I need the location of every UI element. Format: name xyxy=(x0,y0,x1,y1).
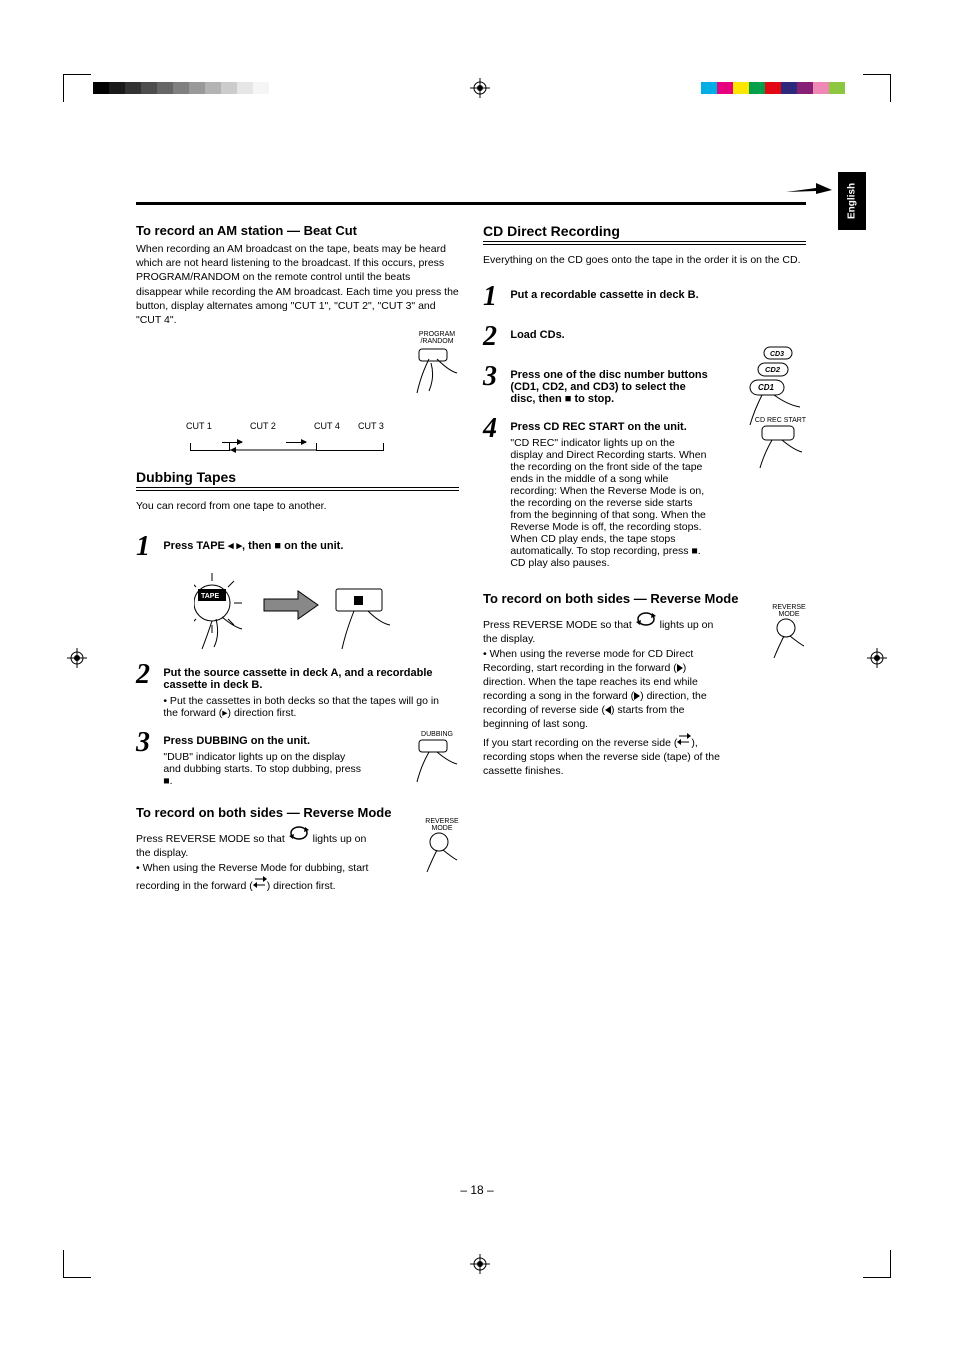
step-number: 3 xyxy=(483,361,507,393)
cd-rec-start-label: CD REC START xyxy=(755,417,806,424)
color-bar xyxy=(701,82,861,94)
grayscale-bar xyxy=(93,82,285,94)
reverse-mode-button-icon xyxy=(772,618,806,660)
two-way-icon xyxy=(677,732,691,750)
language-tab: English xyxy=(838,172,866,230)
cd-step2: Load CDs. xyxy=(510,321,800,341)
step2-text: Put the source cassette in deck A, and a… xyxy=(163,659,453,719)
cd-step4: Press CD REC START on the unit. "CD REC"… xyxy=(510,413,710,569)
beat-cut-diagram: CUT 1 CUT 2 CUT 4 CUT 3 xyxy=(186,421,396,455)
step3-text: Press DUBBING on the unit. "DUB" indicat… xyxy=(163,727,363,787)
two-way-icon xyxy=(253,875,267,893)
registration-mark xyxy=(470,78,490,98)
tape-stop-figure: TAPE xyxy=(194,571,454,651)
page-number: – 18 – xyxy=(0,1183,954,1197)
svg-text:CD3: CD3 xyxy=(770,351,784,358)
step-number: 4 xyxy=(483,413,507,445)
cd-rec-start-button-icon xyxy=(756,424,804,470)
svg-text:CD2: CD2 xyxy=(765,365,781,374)
program-random-label: PROGRAM /RANDOM xyxy=(415,331,459,345)
reverse-mode-label: REVERSE MODE xyxy=(772,604,806,618)
reverse-mode-text-left: Press REVERSE MODE so that lights up on … xyxy=(136,824,376,893)
crop-mark xyxy=(863,74,891,102)
play-fwd-icon xyxy=(677,664,683,672)
reverse-mode-text-right: Press REVERSE MODE so that lights up on … xyxy=(483,610,723,778)
step-number: 3 xyxy=(136,727,160,759)
step-number: 2 xyxy=(136,659,160,691)
cd-step1: Put a recordable cassette in deck B. xyxy=(510,281,800,301)
step-number: 1 xyxy=(136,531,160,563)
reverse-mode-label: REVERSE MODE xyxy=(425,818,459,832)
svg-text:CD1: CD1 xyxy=(758,383,775,392)
beat-cut-heading: To record an AM station — Beat Cut xyxy=(136,223,459,238)
step-number: 1 xyxy=(483,281,507,313)
reverse-mode-button-icon xyxy=(425,832,459,874)
registration-mark xyxy=(470,1254,490,1274)
cd-direct-intro: Everything on the CD goes onto the tape … xyxy=(483,253,806,267)
cd-direct-heading: CD Direct Recording xyxy=(483,223,806,239)
reverse-loop-icon xyxy=(635,619,657,631)
cd-step3: Press one of the disc number buttons (CD… xyxy=(510,361,710,405)
dubbing-intro: You can record from one tape to another. xyxy=(136,499,459,513)
reverse-mode-heading-left: To record on both sides — Reverse Mode xyxy=(136,805,459,820)
crop-mark xyxy=(863,1250,891,1278)
crop-mark xyxy=(63,1250,91,1278)
registration-mark xyxy=(67,648,87,668)
reverse-mode-heading-right: To record on both sides — Reverse Mode xyxy=(483,591,806,606)
svg-text:TAPE: TAPE xyxy=(201,593,219,600)
step-number: 2 xyxy=(483,321,507,353)
step1-text: Press TAPE ◂ ▸, then ■ on the unit. xyxy=(163,531,453,552)
beat-cut-text: When recording an AM broadcast on the ta… xyxy=(136,242,459,327)
play-fwd-icon xyxy=(634,692,640,700)
dubbing-heading: Dubbing Tapes xyxy=(136,469,459,485)
dubbing-button-icon xyxy=(415,738,459,784)
registration-mark xyxy=(867,648,887,668)
reverse-loop-icon xyxy=(288,833,310,845)
play-rev-icon xyxy=(605,706,611,714)
crop-mark xyxy=(63,74,91,102)
program-random-button-icon xyxy=(415,345,459,395)
dubbing-label: DUBBING xyxy=(415,731,459,738)
